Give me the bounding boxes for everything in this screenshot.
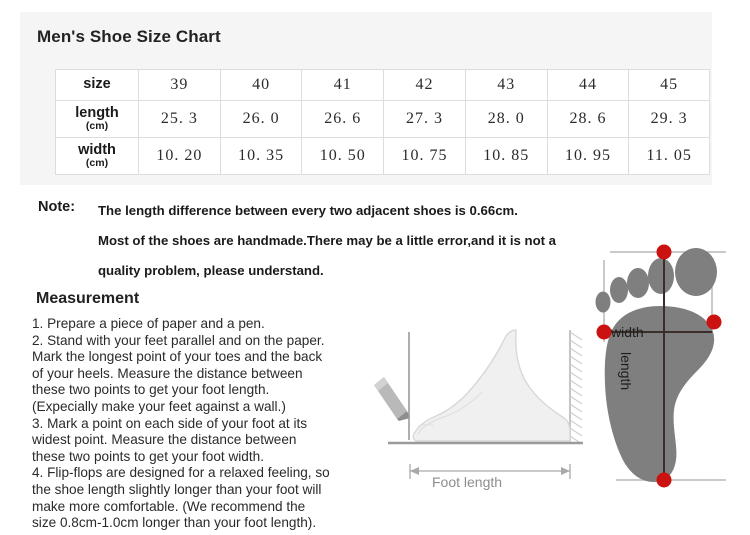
measurement-line: 2. Stand with your feet parallel and on …	[32, 332, 325, 348]
footprint-diagram	[595, 244, 726, 488]
measurement-title: Measurement	[36, 290, 140, 307]
measurement-line: 1. Prepare a piece of paper and a pen.	[32, 316, 265, 331]
cell-size-42: 42	[383, 69, 466, 101]
side-view-diagram	[374, 329, 583, 479]
note-lines: The length difference between every two …	[98, 196, 658, 286]
measurement-line: size 0.8cm-1.0cm longer than your foot l…	[32, 515, 317, 531]
footprint-width-label: width	[611, 324, 644, 340]
size-table: size 39 40 41 42 43 44 45 length (cm) 25…	[55, 69, 710, 175]
measurement-line: of your heels. Measure the distance betw…	[32, 365, 303, 381]
cell-length-44: 28. 6	[546, 100, 630, 138]
note-label: Note:	[38, 199, 76, 215]
foot-silhouette	[412, 329, 571, 442]
cell-length-45: 29. 3	[628, 100, 710, 138]
toe-second	[648, 258, 674, 294]
point-width-right	[706, 314, 722, 330]
cell-size-44: 44	[546, 69, 630, 101]
cell-length-39: 25. 3	[138, 100, 221, 138]
cell-width-44: 10. 95	[546, 137, 630, 175]
point-heel-bottom	[656, 472, 672, 488]
row-header-label: width	[78, 142, 116, 159]
cell-width-42: 10. 75	[383, 137, 466, 175]
foot-length-dimension	[409, 464, 571, 479]
note-section: Note: The length difference between ever…	[38, 196, 658, 286]
row-header-size: size	[55, 69, 139, 101]
page-title: Men's Shoe Size Chart	[37, 27, 221, 46]
foot-length-label: Foot length	[432, 474, 503, 490]
note-line: quality problem, please understand.	[98, 263, 324, 278]
cell-length-42: 27. 3	[383, 100, 466, 138]
cell-width-39: 10. 20	[138, 137, 221, 175]
measurement-line: 3. Mark a point on each side of your foo…	[32, 415, 308, 431]
cell-size-45: 45	[628, 69, 710, 101]
row-header-length: length (cm)	[55, 100, 139, 138]
pencil-icon	[374, 377, 410, 421]
table-row: size 39 40 41 42 43 44 45	[55, 69, 710, 101]
footprint-sole	[604, 306, 715, 482]
point-toe-top	[656, 244, 672, 260]
measurement-line: these two points to get your foot width.	[32, 448, 264, 464]
toe-line	[417, 423, 435, 427]
row-header-unit: (cm)	[85, 119, 109, 132]
toe-big	[675, 248, 717, 296]
wall-hatching	[569, 330, 583, 445]
measurement-line: Mark the longest point of your toes and …	[32, 349, 323, 365]
table-row: length (cm) 25. 3 26. 0 26. 6 27. 3 28. …	[55, 100, 710, 138]
measurement-instructions: 1. Prepare a piece of paper and a pen. 2…	[32, 316, 392, 532]
cell-size-43: 43	[464, 69, 548, 101]
cell-width-45: 11. 05	[628, 137, 710, 175]
toe-third	[627, 268, 649, 298]
foot-arch-line	[417, 391, 483, 435]
note-line: The length difference between every two …	[98, 203, 518, 218]
cell-length-41: 26. 6	[301, 100, 385, 138]
cell-size-40: 40	[219, 69, 303, 101]
cell-size-39: 39	[138, 69, 221, 101]
row-header-width: width (cm)	[55, 137, 139, 175]
toe-fourth	[610, 277, 628, 303]
cell-length-43: 28. 0	[464, 100, 548, 138]
measurement-line: make more comfortable. (We recommend the	[32, 498, 306, 514]
cell-width-40: 10. 35	[219, 137, 303, 175]
row-header-label: size	[83, 76, 111, 93]
cell-width-41: 10. 50	[301, 137, 385, 175]
row-header-label: length	[75, 105, 119, 122]
cell-length-40: 26. 0	[219, 100, 303, 138]
cell-size-41: 41	[301, 69, 385, 101]
measurement-line: widest point. Measure the distance betwe…	[32, 432, 297, 448]
measurement-line: these two points to get your foot length…	[32, 382, 270, 398]
toe-little	[595, 291, 611, 313]
cell-width-43: 10. 85	[464, 137, 548, 175]
note-line: Most of the shoes are handmade.There may…	[98, 233, 557, 248]
point-width-left	[596, 324, 612, 340]
footprint-length-label: length	[618, 352, 634, 391]
measurement-line: (Expecially make your feet against a wal…	[32, 398, 286, 414]
table-row: width (cm) 10. 20 10. 35 10. 50 10. 75 1…	[55, 137, 710, 175]
measurement-line: the shoe length slightly longer than you…	[32, 481, 322, 497]
row-header-unit: (cm)	[85, 156, 109, 169]
measurement-line: 4. Flip-flops are designed for a relaxed…	[32, 465, 330, 481]
